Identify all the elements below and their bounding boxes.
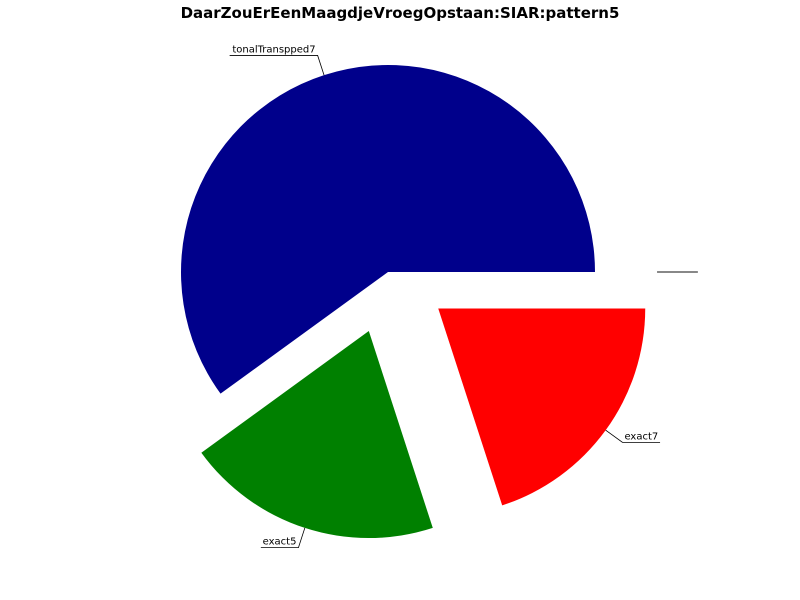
chart-title: DaarZouErEenMaagdjeVroegOpstaan:SIAR:pat… <box>180 4 620 22</box>
slice-label-exact5: exact5 <box>260 527 306 549</box>
pie-slice-exact5 <box>201 331 433 539</box>
label-leader-line <box>229 55 325 76</box>
slice-label-text: exact7 <box>624 431 658 442</box>
pie-slice-exact7 <box>438 308 646 506</box>
pie-slice-tonaltranspped7 <box>180 64 595 394</box>
slice-label-exact7: exact7 <box>605 429 661 443</box>
slice-label-text: tonalTranspped7 <box>232 44 315 55</box>
label-leader-line <box>260 527 306 549</box>
label-leader-line <box>605 429 661 443</box>
slice-label-tonaltranspped7: tonalTranspped7 <box>229 44 325 76</box>
slice-label-text: exact5 <box>263 537 297 548</box>
